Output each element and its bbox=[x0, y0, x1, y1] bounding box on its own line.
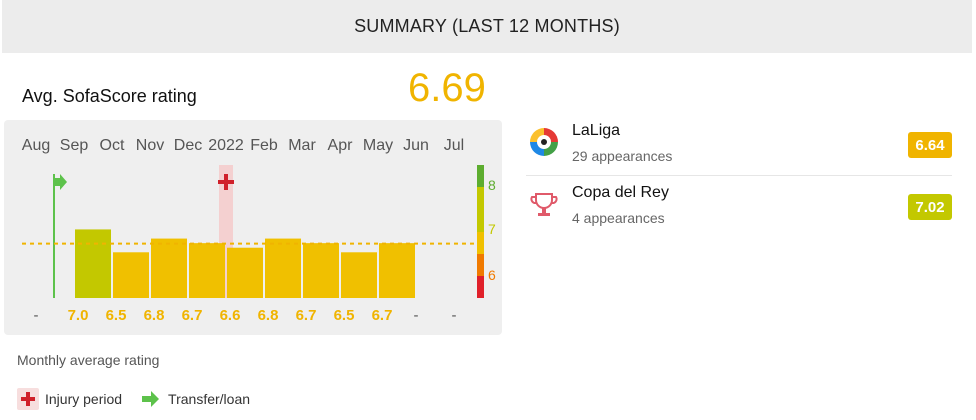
month-label: Feb bbox=[250, 137, 278, 154]
month-label: Sep bbox=[60, 137, 89, 154]
month-label: Aug bbox=[22, 137, 50, 154]
month-label: 2022 bbox=[208, 137, 244, 154]
rating-scale-segment bbox=[477, 254, 484, 276]
transfer-arrow-icon bbox=[60, 174, 67, 190]
rating-scale-label: 8 bbox=[488, 177, 496, 193]
legend-injury: Injury period bbox=[17, 388, 122, 410]
value-label: 6.8 bbox=[258, 307, 279, 324]
rating-scale-segment bbox=[477, 165, 484, 187]
month-label: Oct bbox=[100, 137, 125, 154]
rating-scale-segment bbox=[477, 276, 484, 298]
competition-name: Copa del Rey bbox=[572, 184, 669, 201]
competition-name: LaLiga bbox=[572, 122, 621, 139]
value-label: 6.5 bbox=[106, 307, 127, 324]
copa-del-rey-icon bbox=[528, 188, 560, 220]
avg-rating-label: Avg. SofaScore rating bbox=[22, 86, 197, 106]
month-label: Jul bbox=[444, 137, 464, 154]
value-label: 6.7 bbox=[296, 307, 317, 324]
rating-bar bbox=[265, 238, 301, 298]
injury-cross-icon bbox=[218, 180, 234, 184]
value-label: - bbox=[34, 307, 39, 324]
rating-bar bbox=[189, 243, 225, 298]
value-label: - bbox=[414, 307, 419, 324]
injury-cross-icon bbox=[17, 388, 39, 410]
chart-canvas: Aug Sep Oct Nov Dec 2022 Feb Mar Apr May Jun Jul - 7.… bbox=[22, 137, 496, 324]
competition-row-copa-del-rey[interactable]: Copa del Rey 4 appearances 7.02 bbox=[526, 176, 952, 238]
month-label: Jun bbox=[403, 137, 429, 154]
legend-transfer-label: Transfer/loan bbox=[168, 391, 251, 407]
month-label: Dec bbox=[174, 137, 202, 154]
rating-bar bbox=[303, 243, 339, 298]
value-label: 6.7 bbox=[372, 307, 393, 324]
rating-bar bbox=[227, 247, 263, 298]
competition-rating-badge: 7.02 bbox=[908, 194, 952, 220]
rating-bar bbox=[75, 229, 111, 298]
competition-appearances: 4 appearances bbox=[572, 210, 665, 226]
month-label: Nov bbox=[136, 137, 164, 154]
rating-scale-segment bbox=[477, 232, 484, 254]
avg-rating-value: 6.69 bbox=[408, 66, 486, 110]
competition-appearances: 29 appearances bbox=[572, 148, 673, 164]
rating-bar bbox=[151, 238, 187, 298]
laliga-logo-icon bbox=[528, 126, 560, 158]
transfer-arrow-icon bbox=[54, 178, 60, 186]
rating-scale-label: 7 bbox=[488, 221, 496, 237]
rating-scale-label: 6 bbox=[488, 267, 496, 283]
competition-list: LaLiga 29 appearances 6.64 Copa del Rey … bbox=[526, 114, 952, 238]
value-label: 6.6 bbox=[220, 307, 241, 324]
competition-rating-badge: 6.64 bbox=[908, 132, 952, 158]
month-label: Apr bbox=[328, 137, 354, 154]
month-label: May bbox=[363, 137, 393, 154]
rating-scale-segment bbox=[477, 187, 484, 232]
summary-header: SUMMARY (LAST 12 MONTHS) bbox=[2, 0, 972, 53]
legend-injury-label: Injury period bbox=[45, 391, 123, 407]
chart-legend: Injury period Transfer/loan bbox=[17, 388, 258, 410]
value-label: - bbox=[452, 307, 457, 324]
rating-bar bbox=[341, 252, 377, 298]
competition-row-laliga[interactable]: LaLiga 29 appearances 6.64 bbox=[526, 114, 952, 176]
value-label: 6.7 bbox=[182, 307, 203, 324]
legend-transfer: Transfer/loan bbox=[140, 388, 250, 410]
monthly-rating-chart: Aug Sep Oct Nov Dec 2022 Feb Mar Apr May Jun Jul - 7.… bbox=[4, 120, 502, 335]
month-label: Mar bbox=[288, 137, 316, 154]
chart-footnote: Monthly average rating bbox=[17, 352, 160, 368]
summary-title: SUMMARY (LAST 12 MONTHS) bbox=[354, 16, 620, 36]
transfer-arrow-icon bbox=[140, 388, 162, 410]
value-label: 7.0 bbox=[68, 307, 89, 324]
value-label: 6.8 bbox=[144, 307, 165, 324]
rating-bar bbox=[113, 252, 149, 298]
value-label: 6.5 bbox=[334, 307, 355, 324]
rating-bar bbox=[379, 243, 415, 298]
